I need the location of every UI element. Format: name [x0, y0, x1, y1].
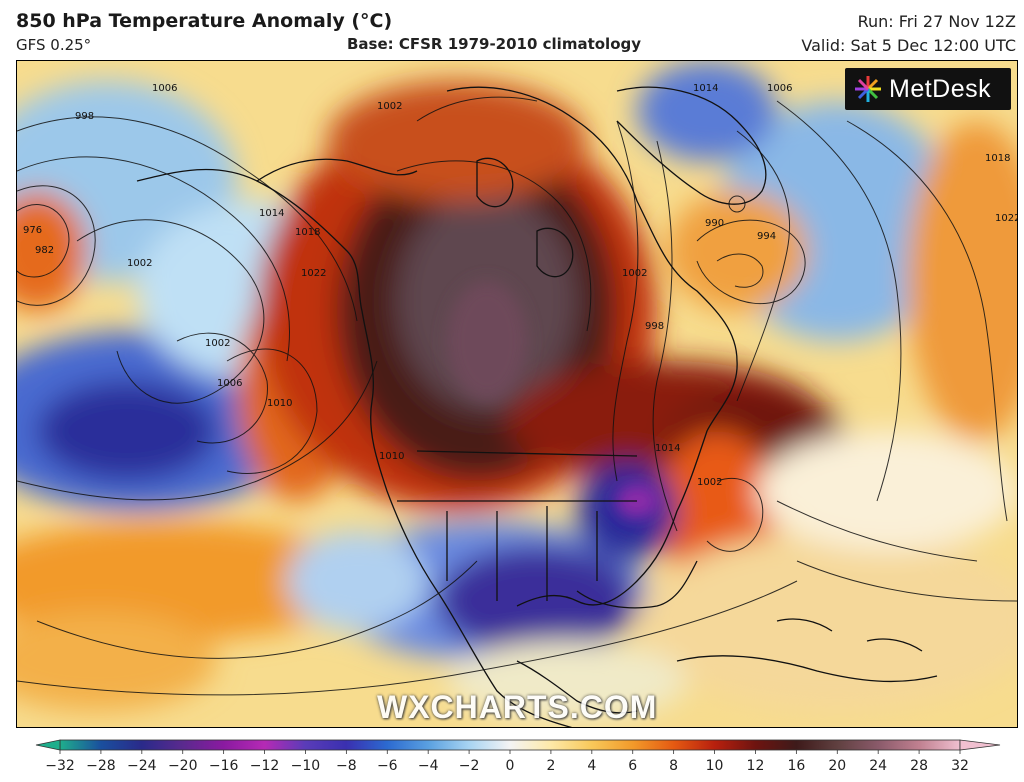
isobar-label: 1014 — [259, 208, 284, 219]
isobar-label: 982 — [35, 245, 54, 256]
isobar-label: 1022 — [995, 213, 1018, 224]
isobar-label: 994 — [757, 231, 776, 242]
model-label: GFS 0.25° — [16, 36, 92, 54]
isobar-contours — [17, 96, 1017, 696]
legend-max-arrow — [959, 739, 1001, 751]
anomaly-map: 1006 998 1002 976 982 1014 1018 1022 100… — [16, 60, 1018, 728]
color-scale-bar: −32 −28 −24 −20 −16 −12 −10 −8 −6 −4 −2 0 2 4 6 8 10 12 16… — [35, 739, 1001, 774]
legend-gradient — [59, 739, 961, 751]
legend-tick-label: −28 — [86, 758, 116, 774]
legend-tick-label: 6 — [628, 758, 637, 774]
isobar-label: 1002 — [127, 258, 152, 269]
isobar-label: 1018 — [985, 153, 1010, 164]
chart-title: 850 hPa Temperature Anomaly (°C) — [16, 10, 393, 32]
legend-tick-label: 32 — [951, 758, 969, 774]
color-scale-legend: −32 −28 −24 −20 −16 −12 −10 −8 −6 −4 −2 0 2 4 6 8 10 12 16… — [30, 738, 1002, 782]
legend-tick-label: −16 — [209, 758, 239, 774]
legend-tick-label: −4 — [418, 758, 439, 774]
climatology-base: Base: CFSR 1979-2010 climatology — [347, 35, 642, 53]
isobar-label: 1006 — [217, 378, 242, 389]
isobar-label: 1022 — [301, 268, 326, 279]
isobar-label: 1014 — [693, 83, 718, 94]
legend-tick-label: −2 — [459, 758, 480, 774]
legend-tick-label: 4 — [587, 758, 596, 774]
isobar-label: 1006 — [767, 83, 792, 94]
legend-tick-label: 12 — [747, 758, 765, 774]
legend-tick-label: 16 — [787, 758, 805, 774]
legend-tick-label: −32 — [45, 758, 75, 774]
legend-tick-label: 2 — [546, 758, 555, 774]
legend-tick-label: 8 — [669, 758, 678, 774]
isobar-label: 1002 — [205, 338, 230, 349]
legend-tick-label: −6 — [377, 758, 398, 774]
isobar-label: 1002 — [622, 268, 647, 279]
isobar-label: 990 — [705, 218, 724, 229]
metdesk-logo-text: MetDesk — [889, 74, 992, 103]
isobar-label: 1002 — [697, 477, 722, 488]
wxcharts-watermark: WXCHARTS.COM — [377, 689, 658, 725]
isobar-labels: 1006 998 1002 976 982 1014 1018 1022 100… — [23, 83, 1018, 488]
isobar-label: 1010 — [379, 451, 404, 462]
isobar-label: 998 — [645, 321, 664, 332]
legend-min-arrow — [35, 739, 61, 751]
legend-tick-label: 24 — [869, 758, 887, 774]
metdesk-logo: MetDesk — [845, 68, 1011, 110]
legend-tick-label: −12 — [250, 758, 280, 774]
isobar-label: 1006 — [152, 83, 177, 94]
legend-tick-label: 0 — [506, 758, 515, 774]
legend-tick-label: 20 — [828, 758, 846, 774]
isobar-label: 976 — [23, 225, 42, 236]
legend-tick-label: 28 — [910, 758, 928, 774]
legend-tick-label: −20 — [168, 758, 198, 774]
valid-time: Valid: Sat 5 Dec 12:00 UTC — [801, 36, 1016, 55]
isobar-label: 1010 — [267, 398, 292, 409]
isobar-label: 1014 — [655, 443, 680, 454]
legend-tick-label: −10 — [291, 758, 321, 774]
run-time: Run: Fri 27 Nov 12Z — [857, 12, 1016, 31]
map-canvas: 1006 998 1002 976 982 1014 1018 1022 100… — [17, 61, 1018, 727]
isobar-label: 998 — [75, 111, 94, 122]
metdesk-logo-icon — [855, 76, 881, 102]
legend-tick-label: −8 — [336, 758, 357, 774]
isobar-label: 1018 — [295, 227, 320, 238]
legend-tick-label: 10 — [706, 758, 724, 774]
coastlines — [136, 86, 938, 727]
legend-tick-label: −24 — [127, 758, 157, 774]
isobar-label: 1002 — [377, 101, 402, 112]
